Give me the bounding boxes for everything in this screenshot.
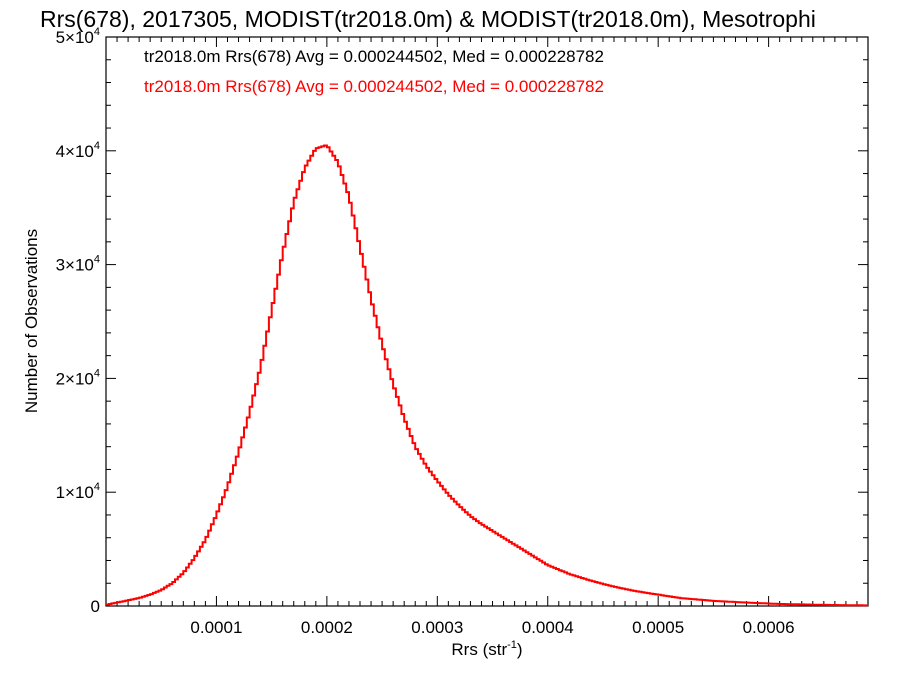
legend: tr2018.0m Rrs(678) Avg = 0.000244502, Me… [144,47,604,96]
legend-entry-2: tr2018.0m Rrs(678) Avg = 0.000244502, Me… [144,77,604,96]
x-axis-label-superscript: -1 [507,639,517,651]
y-axis-tick-labels: 0 1×104 2×104 3×104 4×104 5×104 [56,26,100,616]
x-tick-label: 0.0003 [411,618,463,637]
x-axis-label-text: Rrs (str [451,640,507,659]
x-tick-label: 0.0002 [301,618,353,637]
x-axis-label: Rrs (str-1) [451,639,522,659]
x-axis-label-close: ) [517,640,523,659]
y-axis-label: Number of Observations [22,229,41,413]
histogram-step-line [106,144,868,607]
y-tick-label: 3×104 [56,254,100,275]
y-tick-label: 0 [91,597,100,616]
x-axis-tick-labels: 0.0001 0.0002 0.0003 0.0004 0.0005 0.0006 [190,618,794,637]
y-tick-label: 4×104 [56,140,100,161]
chart-title: Rrs(678), 2017305, MODIST(tr2018.0m) & M… [40,6,816,32]
y-tick-label: 5×104 [56,26,100,47]
x-tick-label: 0.0001 [190,618,242,637]
x-axis-ticks [116,37,858,606]
data-series [106,144,868,607]
y-tick-label: 2×104 [56,367,100,388]
plot-frame [105,36,869,607]
y-tick-label: 1×104 [56,481,100,502]
legend-entry-1: tr2018.0m Rrs(678) Avg = 0.000244502, Me… [144,47,604,66]
y-axis-ticks [106,36,868,607]
x-tick-label: 0.0004 [522,618,574,637]
x-tick-label: 0.0005 [632,618,684,637]
x-tick-label: 0.0006 [743,618,795,637]
